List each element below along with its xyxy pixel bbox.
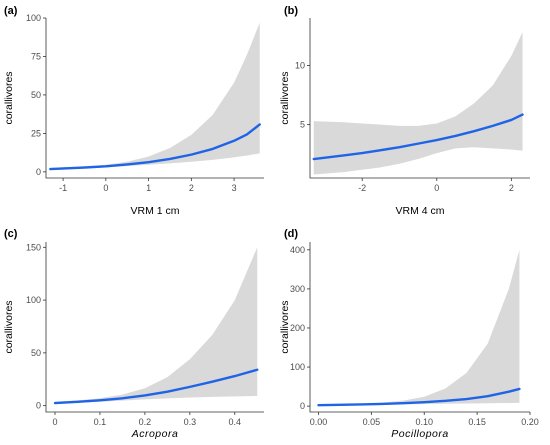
y-axis-title: corallivores <box>3 300 15 353</box>
y-tick-label: 5 <box>300 120 305 130</box>
x-tick-label: 0.15 <box>468 417 486 427</box>
y-axis-title: corallivores <box>3 71 15 124</box>
y-tick-label: 25 <box>31 128 41 138</box>
axis-lines <box>309 242 530 413</box>
x-tick-label: 2 <box>189 183 194 193</box>
chart-panel-1: (a) -1 0 1 2 3 0 25 50 75 100 VRM 1 cm corallivores <box>3 5 264 217</box>
chart-panel-2: (b) -2 0 2 5 10 VRM 4 cm corallivores <box>279 5 530 217</box>
x-tick-label: 0.2 <box>139 417 152 427</box>
axis-lines <box>309 18 530 179</box>
y-tick-label: 100 <box>290 362 305 372</box>
x-tick-label: 1 <box>146 183 151 193</box>
y-tick-label: 10 <box>295 60 305 70</box>
confidence-band <box>54 247 258 404</box>
x-tick-label: 0 <box>103 183 108 193</box>
x-tick-label: 0.20 <box>521 417 539 427</box>
confidence-band <box>318 249 520 406</box>
x-tick-label: 3 <box>232 183 237 193</box>
y-tick-label: 75 <box>31 51 41 61</box>
fitted-line <box>49 123 261 171</box>
y-tick-label: 0 <box>36 167 41 177</box>
x-tick-label: 0.3 <box>184 417 197 427</box>
y-tick-label: 150 <box>26 242 41 252</box>
y-axis-title: corallivores <box>279 71 291 124</box>
y-tick-label: 50 <box>31 90 41 100</box>
panel-label: (b) <box>284 5 298 17</box>
y-tick-label: 0 <box>300 401 305 411</box>
y-tick-label: 200 <box>290 323 305 333</box>
x-tick-label: 0.00 <box>310 417 328 427</box>
x-axis-title: Acropora <box>131 428 179 440</box>
x-tick-label: -2 <box>358 183 366 193</box>
y-tick-label: 100 <box>26 13 41 23</box>
y-axis-title: corallivores <box>279 300 291 353</box>
fitted-line <box>317 387 521 407</box>
x-axis-title: Pocillopora <box>391 428 448 440</box>
panel-label: (a) <box>4 5 18 17</box>
fitted-line <box>312 113 524 161</box>
x-tick-label: -1 <box>59 183 67 193</box>
x-tick-label: 0.10 <box>415 417 433 427</box>
y-tick-label: 300 <box>290 284 305 294</box>
x-tick-label: 0.4 <box>229 417 242 427</box>
x-tick-label: 0.05 <box>363 417 381 427</box>
x-axis-title: VRM 1 cm <box>130 205 179 217</box>
y-tick-label: 400 <box>290 245 305 255</box>
y-tick-label: 50 <box>31 348 41 358</box>
chart-panel-3: (c) 0 0.1 0.2 0.3 0.4 0 50 100 150 Acropora coralli… <box>3 228 264 440</box>
panel-label: (c) <box>4 228 18 240</box>
fitted-line <box>53 368 259 405</box>
x-tick-label: 0.1 <box>94 417 107 427</box>
y-tick-label: 0 <box>36 401 41 411</box>
x-tick-label: 0 <box>52 417 57 427</box>
y-tick-label: 100 <box>26 295 41 305</box>
chart-panel-4: (d) 0.00 0.05 0.10 0.15 0.20 0 100 200 300 400 Poci… <box>279 228 539 440</box>
confidence-band <box>50 22 260 171</box>
axis-lines <box>45 242 264 413</box>
x-tick-label: 0 <box>434 183 439 193</box>
panel-label: (d) <box>284 228 298 240</box>
x-tick-label: 2 <box>509 183 514 193</box>
confidence-band <box>313 32 523 175</box>
x-axis-title: VRM 4 cm <box>395 205 444 217</box>
